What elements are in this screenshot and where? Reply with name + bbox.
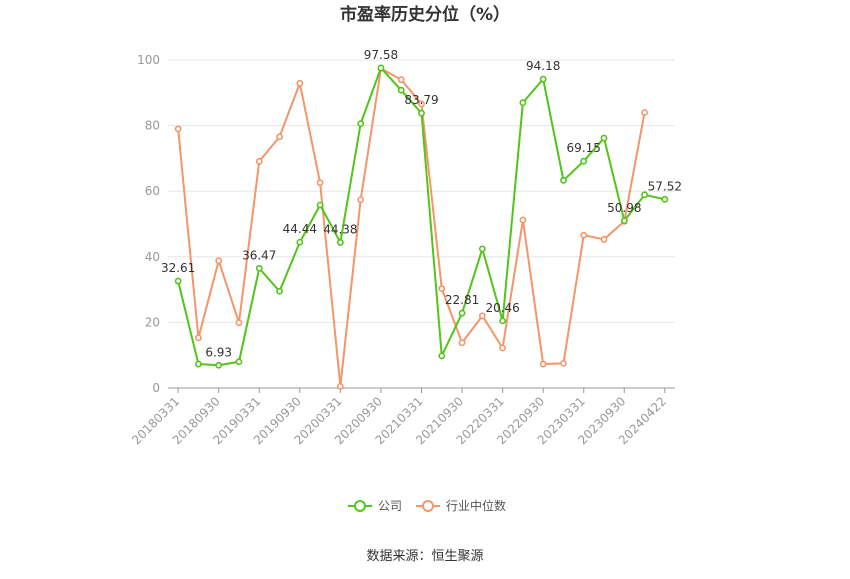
legend-label-industry-median: 行业中位数 [446,498,506,513]
y-tick-label: 40 [145,250,160,264]
data-point-industry-median[interactable] [397,76,405,84]
data-point-company[interactable] [215,361,223,369]
legend-item-company[interactable]: 公司 [348,499,402,513]
data-point-company[interactable] [255,264,263,272]
data-label: 36.47 [242,248,276,262]
data-point-industry-median[interactable] [418,100,425,108]
data-label: 20.46 [485,301,519,315]
data-point-industry-median[interactable] [641,109,648,116]
data-label: 69.15 [567,141,601,155]
data-point-company[interactable] [195,360,202,368]
data-point-company[interactable] [458,309,466,317]
data-point-company[interactable] [418,109,425,117]
legend[interactable]: 公司 行业中位数 [348,498,506,513]
data-point-company[interactable] [357,120,365,128]
data-point-company[interactable] [560,176,567,184]
series-layer [174,64,669,390]
data-point-industry-median[interactable] [276,133,283,141]
data-point-company[interactable] [377,64,385,72]
data-point-industry-median[interactable] [600,236,608,243]
data-point-company[interactable] [235,358,243,366]
data-point-company[interactable] [580,157,588,165]
legend-marker-industry-median [422,500,434,512]
data-point-company[interactable] [600,134,608,142]
data-label: 22.81 [445,293,479,307]
data-label-layer: 32.61 6.93 36.47 44.44 44.38 97.58 83.79 22.81 2… [161,48,682,359]
data-point-company[interactable] [539,75,547,83]
data-point-company[interactable] [641,191,648,199]
data-label: 44.44 [283,222,317,236]
data-point-industry-median[interactable] [336,382,344,390]
data-point-industry-median[interactable] [560,359,567,367]
data-point-company[interactable] [519,99,527,107]
legend-label-company: 公司 [378,499,402,513]
data-point-industry-median[interactable] [235,319,243,327]
legend-marker-company [354,500,366,512]
data-point-industry-median[interactable] [478,312,486,320]
data-point-industry-median[interactable] [580,231,588,239]
data-label: 97.58 [364,48,398,62]
y-tick-label: 20 [145,315,160,329]
data-point-company[interactable] [336,239,344,246]
data-label: 50.98 [607,201,641,215]
legend-item-industry-median[interactable]: 行业中位数 [416,498,506,513]
data-point-industry-median[interactable] [357,196,365,204]
data-point-company[interactable] [620,217,628,225]
grid-lines [168,59,675,323]
y-tick-label: 100 [137,53,160,67]
data-point-industry-median[interactable] [174,125,182,133]
data-label: 6.93 [205,345,232,359]
y-tick-label: 60 [145,184,160,198]
data-point-industry-median[interactable] [316,179,324,187]
data-point-company[interactable] [438,352,446,360]
data-point-industry-median[interactable] [255,157,263,165]
data-point-industry-median[interactable] [195,334,202,342]
data-label: 94.18 [526,59,560,73]
data-point-company[interactable] [316,201,324,209]
data-point-company[interactable] [661,195,669,203]
data-point-company[interactable] [174,277,182,285]
data-point-company[interactable] [397,86,405,94]
data-label: 83.79 [404,93,438,107]
y-axis: 0 20 40 60 80 100 [137,53,160,395]
y-tick-label: 0 [152,381,160,395]
chart-title: 市盈率历史分位（%） [340,4,510,25]
series-line-industry-median [177,67,646,388]
data-point-company[interactable] [276,287,283,295]
source-text: 数据来源：恒生聚源 [366,549,483,564]
data-point-industry-median[interactable] [215,257,223,265]
data-point-industry-median[interactable] [519,216,527,224]
data-point-industry-median[interactable] [438,285,446,293]
data-point-industry-median[interactable] [539,360,547,368]
data-point-industry-median[interactable] [458,339,466,347]
data-point-industry-median[interactable] [296,79,304,87]
data-label: 32.61 [161,261,195,275]
data-point-company[interactable] [478,245,486,253]
data-point-company[interactable] [499,317,507,325]
y-tick-label: 80 [145,119,160,133]
x-axis: 2018033120180930201903312019093020200331… [129,387,675,447]
data-point-industry-median[interactable] [499,344,507,352]
data-label: 44.38 [323,222,357,236]
data-label: 57.52 [648,179,682,193]
data-point-company[interactable] [296,238,304,246]
